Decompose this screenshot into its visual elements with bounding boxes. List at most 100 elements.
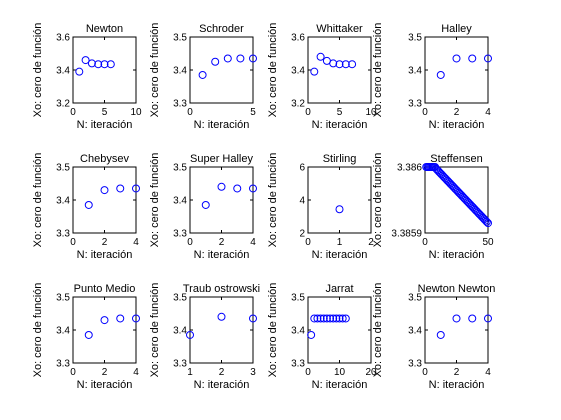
x-tick-label: 2 — [454, 367, 460, 378]
x-axis-label: N: iteración — [77, 119, 133, 131]
subplot-title: Schroder — [199, 23, 244, 35]
y-tick-label: 3.3 — [56, 229, 70, 240]
x-tick-label: 10 — [334, 367, 346, 378]
data-point — [307, 330, 316, 339]
x-tick-label: 4 — [485, 107, 491, 118]
y-axis-label: Xo: cero de función — [267, 283, 279, 378]
x-axis-label: N: iteración — [194, 119, 250, 131]
plot-area — [424, 296, 489, 364]
x-tick-label: 0 — [422, 237, 428, 248]
data-point — [223, 54, 232, 63]
data-point — [484, 54, 492, 63]
x-tick-label: 2 — [102, 367, 108, 378]
x-axis-label: N: iteración — [312, 379, 368, 391]
data-point — [316, 314, 325, 323]
subplot-title: Stirling — [323, 153, 357, 165]
y-tick-label: 3.5 — [408, 293, 422, 304]
subplot-3: Whittaker 0 5 10 3.2 3.4 3.6 N: iteración Xo: ce… — [267, 23, 377, 131]
data-point — [84, 200, 93, 209]
data-point — [322, 314, 331, 323]
data-point — [132, 314, 140, 323]
data-point — [116, 314, 125, 323]
data-point — [468, 314, 477, 323]
subplot-8: Steffensen 0 50 3.3859 3.386 N: iteración Xo: … — [372, 153, 494, 261]
x-tick-label: 4 — [250, 237, 256, 248]
data-point — [233, 184, 242, 193]
data-point — [484, 219, 492, 228]
y-tick-label: 3.4 — [173, 196, 187, 207]
y-tick-label: 3.3 — [173, 359, 187, 370]
subplot-6: Super Halley 0 2 4 3.3 3.4 3.5 N: iteración Xo: … — [149, 153, 257, 261]
data-point — [452, 314, 461, 323]
data-point — [326, 314, 335, 323]
data-point — [319, 314, 328, 323]
data-point — [329, 314, 338, 323]
y-tick-label: 3.4 — [56, 196, 70, 207]
y-tick-label: 3.4 — [56, 326, 70, 337]
y-axis-label: Xo: cero de función — [267, 23, 279, 118]
subplot-title: Punto Medio — [74, 283, 136, 295]
subplot-title: Newton — [86, 23, 123, 35]
x-tick-label: 4 — [133, 237, 139, 248]
data-point — [94, 60, 103, 69]
x-tick-label: 2 — [454, 107, 460, 118]
y-tick-label: 3.386 — [397, 163, 422, 174]
y-axis-label: Xo: cero de función — [372, 153, 384, 248]
subplot-1: Newton 0 5 10 3.2 3.4 3.6 N: iteración Xo: cero … — [32, 23, 142, 131]
x-axis-label: N: iteración — [312, 119, 368, 131]
plot-area — [424, 166, 489, 234]
data-point — [481, 216, 490, 225]
data-point — [186, 330, 194, 339]
data-point — [249, 314, 257, 323]
data-point — [198, 70, 207, 79]
y-tick-label: 3.3 — [291, 359, 305, 370]
plot-area — [307, 166, 372, 234]
x-tick-label: 0 — [187, 107, 193, 118]
plot-area — [189, 36, 254, 104]
plot-area — [189, 166, 254, 234]
data-point — [468, 54, 477, 63]
data-point — [335, 60, 344, 69]
y-axis-label: Xo: cero de función — [267, 153, 279, 248]
x-tick-label: 50 — [482, 237, 494, 248]
x-tick-label: 4 — [485, 367, 491, 378]
data-point — [436, 70, 445, 79]
subplot-11: Jarrat 0 10 20 3.3 3.4 3.5 N: iteración Xo: cero… — [267, 283, 377, 391]
data-point — [341, 314, 350, 323]
subplot-10: Traub ostrowski 1 2 3 3.3 3.4 3.5 N: iteración X… — [149, 283, 260, 391]
data-point — [87, 59, 96, 68]
y-tick-label: 3.5 — [56, 293, 70, 304]
subplot-title: Traub ostrowski — [183, 283, 260, 295]
y-tick-label: 3.5 — [173, 33, 187, 44]
subplot-title: Jarrat — [325, 283, 353, 295]
subplot-2: Schroder 0 5 3.3 3.4 3.5 N: iteración Xo: cero … — [149, 23, 257, 131]
x-tick-label: 4 — [133, 367, 139, 378]
y-tick-label: 3.3 — [56, 359, 70, 370]
subplot-7: Stirling 0 1 2 2 4 6 N: iteración Xo: cero de fu… — [267, 153, 374, 261]
y-axis-label: Xo: cero de función — [32, 23, 44, 118]
y-tick-label: 3.5 — [291, 293, 305, 304]
x-tick-label: 0 — [305, 107, 311, 118]
data-point — [81, 56, 90, 65]
x-tick-label: 5 — [102, 107, 108, 118]
x-tick-label: 10 — [130, 107, 142, 118]
y-axis-label: Xo: cero de función — [32, 283, 44, 378]
data-point — [116, 184, 125, 193]
subplot-title: Super Halley — [190, 153, 253, 165]
y-tick-label: 3.4 — [291, 326, 305, 337]
data-point — [482, 217, 491, 226]
y-tick-label: 3.3 — [173, 99, 187, 110]
y-tick-label: 4 — [299, 196, 305, 207]
x-tick-label: 0 — [187, 237, 193, 248]
y-axis-label: Xo: cero de función — [149, 283, 161, 378]
y-axis-label: Xo: cero de función — [372, 23, 384, 118]
data-point — [100, 186, 109, 195]
x-axis-label: N: iteración — [194, 249, 250, 261]
x-axis-label: N: iteración — [429, 119, 485, 131]
x-tick-label: 1 — [337, 237, 343, 248]
x-axis-label: N: iteración — [312, 249, 368, 261]
data-point — [132, 184, 140, 193]
subplot-title: Newton Newton — [418, 283, 496, 295]
data-point — [100, 316, 109, 325]
